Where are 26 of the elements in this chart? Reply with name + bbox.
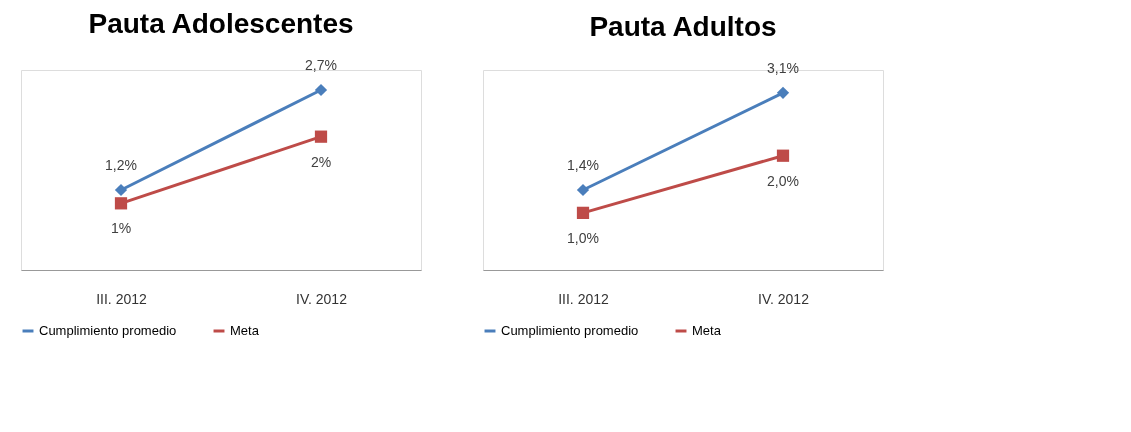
x-tick-label: IV. 2012 bbox=[296, 290, 348, 307]
data-label: 2,7% bbox=[305, 57, 337, 73]
data-label: 2% bbox=[310, 153, 332, 170]
chart-title: Pauta Adultos bbox=[589, 10, 777, 42]
point bbox=[776, 149, 790, 162]
data-label: 1,2% bbox=[105, 157, 137, 173]
point bbox=[314, 130, 328, 143]
point bbox=[114, 197, 128, 210]
legend-label: Cumplimiento promedio bbox=[39, 323, 177, 338]
point bbox=[114, 183, 128, 197]
x-tick-label: III. 2012 bbox=[96, 290, 148, 307]
x-tick-label: IV. 2012 bbox=[758, 290, 810, 307]
legend-label: Meta bbox=[692, 323, 722, 338]
data-label: 2,0% bbox=[767, 172, 799, 189]
point bbox=[576, 183, 590, 197]
chart-title: Pauta Adolescentes bbox=[88, 8, 354, 39]
point bbox=[776, 86, 790, 99]
point bbox=[314, 83, 328, 97]
data-label: 3,1% bbox=[767, 59, 799, 76]
x-tick-label: III. 2012 bbox=[558, 290, 610, 307]
legend-label: Meta bbox=[230, 323, 260, 338]
data-label: 1% bbox=[110, 220, 132, 237]
legend-label: Cumplimiento promedio bbox=[501, 323, 639, 338]
data-label: 1,4% bbox=[567, 157, 599, 173]
point bbox=[576, 206, 590, 219]
data-label: 1,0% bbox=[567, 229, 599, 246]
